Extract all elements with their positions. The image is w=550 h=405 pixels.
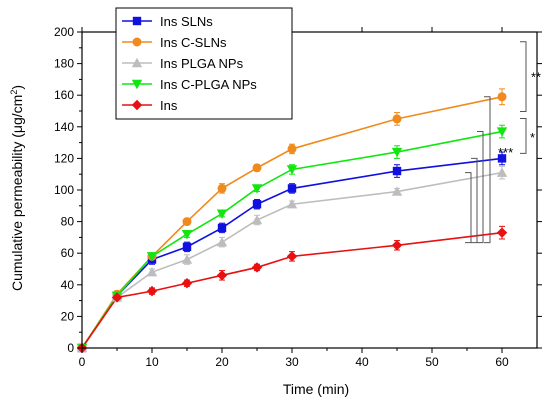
data-point-ins bbox=[111, 292, 123, 303]
data-point-ins-slns bbox=[497, 154, 507, 163]
y-axis-title: Cumulative permeability (μg/cm2) bbox=[9, 85, 25, 291]
significance-label-double: ** bbox=[531, 70, 541, 85]
x-tick-label: 30 bbox=[285, 355, 299, 369]
significance-bracket-vs-ins bbox=[465, 172, 472, 244]
data-point-ins-c-slns bbox=[182, 217, 192, 227]
ticks: 0 10 20 30 40 50 60 0 20 40 60 80 100 120 140 160 180 200 bbox=[54, 25, 542, 369]
data-point-ins bbox=[251, 262, 263, 273]
y-tick-label: 100 bbox=[54, 183, 74, 197]
legend-marker-ins-c-slns bbox=[132, 37, 142, 47]
x-axis-title: Time (min) bbox=[283, 381, 349, 397]
y-tick-label: 60 bbox=[61, 246, 75, 260]
significance-label-triple: *** bbox=[498, 145, 513, 160]
data-point-ins-c-plga-nps bbox=[181, 230, 193, 240]
data-point-ins-c-slns bbox=[287, 144, 297, 154]
x-tick-label: 60 bbox=[495, 355, 509, 369]
legend-label-ins-plga-nps: Ins PLGA NPs bbox=[160, 56, 244, 71]
legend-label-ins-c-plga-nps: Ins C-PLGA NPs bbox=[160, 77, 257, 92]
data-point-ins-c-slns bbox=[392, 114, 402, 124]
significance-brackets: ****** bbox=[465, 41, 541, 244]
data-point-ins bbox=[216, 270, 228, 281]
data-point-ins-c-plga-nps bbox=[251, 184, 263, 194]
data-point-ins bbox=[286, 251, 298, 262]
y-tick-label: 160 bbox=[54, 88, 74, 102]
data-point-ins-slns bbox=[287, 184, 297, 193]
data-point-ins bbox=[146, 285, 158, 297]
data-point-ins-c-plga-nps bbox=[286, 165, 298, 175]
y-tick-label: 180 bbox=[54, 57, 74, 71]
significance-bracket-double bbox=[520, 41, 527, 113]
data-point-ins-plga-nps bbox=[181, 254, 193, 264]
y-tick-label: 80 bbox=[61, 215, 75, 229]
x-tick-label: 0 bbox=[79, 355, 86, 369]
error-bars bbox=[114, 88, 505, 302]
data-point-ins-plga-nps bbox=[496, 167, 508, 177]
data-point-ins-c-plga-nps bbox=[391, 147, 403, 158]
y-axis-title-end: ) bbox=[9, 85, 25, 90]
data-point-ins-slns bbox=[252, 200, 262, 209]
x-tick-label: 40 bbox=[355, 355, 369, 369]
y-tick-label: 20 bbox=[61, 309, 75, 323]
y-tick-label: 0 bbox=[67, 341, 74, 355]
legend-label-ins: Ins bbox=[160, 98, 178, 113]
data-point-ins-slns bbox=[217, 223, 227, 233]
data-point-ins-c-plga-nps bbox=[496, 127, 508, 137]
significance-bracket-vs-ins bbox=[484, 96, 491, 244]
data-point-ins-c-plga-nps bbox=[216, 209, 228, 219]
y-tick-label: 140 bbox=[54, 120, 74, 134]
legend-label-ins-c-slns: Ins C-SLNs bbox=[160, 35, 227, 50]
legend: Ins SLNs Ins C-SLNs Ins PLGA NPs Ins C-PLGA… bbox=[115, 7, 293, 120]
significance-bracket-vs-ins bbox=[471, 157, 478, 244]
y-axis-title-main: Cumulative permeability (μg/cm bbox=[9, 95, 25, 291]
data-point-ins-c-plga-nps bbox=[146, 252, 158, 262]
legend-label-ins-slns: Ins SLNs bbox=[160, 14, 213, 29]
x-tick-label: 20 bbox=[215, 355, 229, 369]
x-tick-label: 50 bbox=[425, 355, 439, 369]
legend-marker-ins-slns bbox=[132, 16, 142, 26]
significance-bracket-single bbox=[520, 118, 527, 154]
y-tick-label: 120 bbox=[54, 151, 74, 165]
data-point-ins bbox=[181, 278, 193, 289]
data-point-ins-plga-nps bbox=[216, 236, 228, 247]
data-point-ins-plga-nps bbox=[286, 199, 298, 209]
data-point-ins-plga-nps bbox=[146, 266, 158, 277]
series-line-ins bbox=[81, 231, 503, 349]
data-point-ins-c-slns bbox=[497, 92, 507, 102]
data-point-ins bbox=[391, 240, 403, 251]
y-tick-label: 40 bbox=[61, 278, 75, 292]
legend-marker-ins-c-plga-nps bbox=[131, 79, 143, 90]
series-markers bbox=[76, 92, 508, 354]
data-point-ins-c-slns bbox=[217, 183, 227, 193]
x-tick-label: 10 bbox=[145, 355, 159, 369]
significance-bracket-vs-ins bbox=[477, 131, 484, 244]
data-point-ins-plga-nps bbox=[251, 214, 263, 225]
data-point-ins-slns bbox=[182, 242, 192, 252]
series-line-ins-c-slns bbox=[81, 95, 503, 349]
significance-label-single: * bbox=[530, 130, 535, 145]
data-point-ins-slns bbox=[392, 166, 402, 176]
data-point-ins-c-slns bbox=[252, 163, 262, 173]
data-point-ins bbox=[496, 227, 508, 238]
y-axis-title-superscript: 2 bbox=[9, 90, 19, 95]
y-tick-label: 200 bbox=[54, 25, 74, 39]
series-lines bbox=[81, 95, 503, 349]
legend-marker-ins-plga-nps bbox=[131, 57, 143, 68]
data-point-ins-plga-nps bbox=[391, 186, 403, 196]
legend-marker-ins bbox=[131, 99, 143, 111]
